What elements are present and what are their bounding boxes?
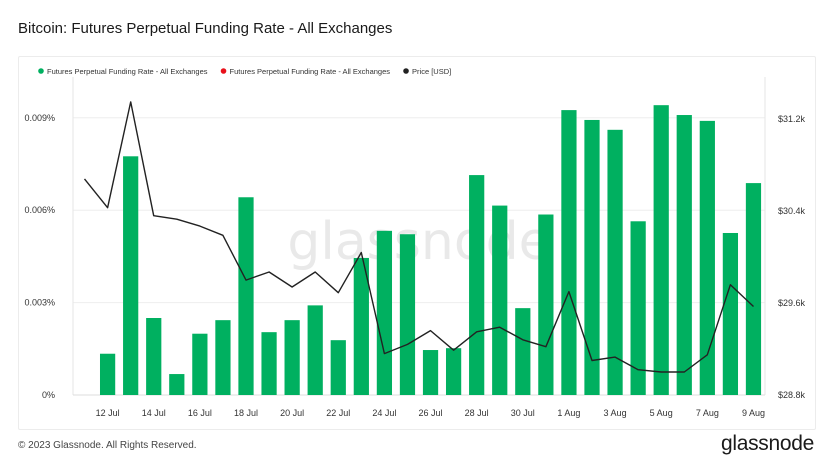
x-tick-label: 1 Aug	[557, 408, 580, 418]
funding-rate-bar	[353, 257, 369, 395]
funding-rate-bar	[99, 353, 116, 395]
legend-marker	[38, 68, 44, 74]
legend-label: Futures Perpetual Funding Rate - All Exc…	[47, 67, 208, 76]
copyright-notice: © 2023 Glassnode. All Rights Reserved.	[18, 440, 197, 451]
x-tick-label: 5 Aug	[650, 408, 673, 418]
legend-label: Price [USD]	[412, 67, 451, 76]
funding-rate-bar	[330, 340, 346, 395]
x-tick-label: 18 Jul	[234, 408, 258, 418]
y-right-tick-label: $28.8k	[778, 390, 806, 400]
x-tick-label: 28 Jul	[465, 408, 489, 418]
x-tick-label: 22 Jul	[326, 408, 350, 418]
x-tick-label: 24 Jul	[372, 408, 396, 418]
funding-rate-bar	[515, 308, 531, 395]
x-tick-label: 16 Jul	[188, 408, 212, 418]
legend-label: Futures Perpetual Funding Rate - All Exc…	[230, 67, 391, 76]
funding-rate-bar	[630, 221, 646, 395]
y-axis-left: 0% 0.003% 0.006% 0.009%	[24, 113, 55, 400]
y-left-tick-label: 0.003%	[24, 298, 55, 308]
funding-rate-bar	[538, 214, 554, 395]
funding-rate-bar	[399, 234, 416, 395]
funding-rate-bar	[238, 197, 254, 395]
y-right-tick-label: $31.2k	[778, 114, 806, 124]
grid-lines	[72, 77, 766, 396]
y-right-tick-label: $29.6k	[778, 298, 806, 308]
x-tick-label: 7 Aug	[696, 408, 719, 418]
funding-rate-bar	[445, 348, 462, 395]
x-tick-label: 20 Jul	[280, 408, 304, 418]
funding-rate-bar	[146, 318, 162, 395]
y-right-tick-label: $30.4k	[778, 206, 806, 216]
funding-rate-bar	[192, 333, 208, 395]
chart-svg: glassnode 0% 0.003% 0.006% 0.009% $28.8k $29…	[24, 67, 806, 418]
x-tick-label: 14 Jul	[142, 408, 166, 418]
x-tick-label: 3 Aug	[604, 408, 627, 418]
chart-title: Bitcoin: Futures Perpetual Funding Rate …	[18, 20, 393, 37]
funding-rate-bar	[653, 105, 669, 395]
funding-rate-bar	[284, 320, 300, 395]
price-line	[83, 101, 754, 373]
funding-rate-bar	[169, 374, 185, 395]
x-axis: 12 Jul 14 Jul 16 Jul 18 Jul 20 Jul 22 Jul 24 J…	[96, 408, 765, 418]
funding-rate-bar	[722, 232, 739, 395]
y-left-tick-label: 0%	[42, 390, 55, 400]
bars	[99, 105, 762, 396]
funding-rate-bar	[469, 175, 485, 395]
y-left-tick-label: 0.009%	[24, 113, 55, 123]
funding-rate-bar	[745, 183, 762, 395]
funding-rate-bar	[561, 110, 577, 395]
y-axis-right: $28.8k $29.6k $30.4k $31.2k	[778, 114, 806, 400]
x-tick-label: 26 Jul	[419, 408, 443, 418]
funding-rate-bar	[123, 156, 139, 395]
watermark: glassnode	[287, 212, 550, 272]
legend: Futures Perpetual Funding Rate - All Exc…	[38, 67, 451, 76]
funding-rate-bar	[422, 350, 439, 395]
x-tick-label: 12 Jul	[96, 408, 120, 418]
funding-rate-bar	[607, 129, 623, 395]
funding-rate-bar	[492, 205, 508, 395]
chart-panel: glassnode 0% 0.003% 0.006% 0.009% $28.8k $29…	[18, 56, 816, 430]
funding-rate-bar	[376, 230, 393, 395]
y-left-tick-label: 0.006%	[24, 205, 55, 215]
legend-marker	[220, 68, 227, 74]
legend-marker	[403, 68, 409, 74]
brand-logo: glassnode	[720, 432, 814, 455]
funding-rate-bar	[676, 115, 692, 395]
funding-rate-bar	[261, 332, 277, 395]
funding-rate-bar	[699, 120, 715, 395]
price-series-line	[83, 101, 754, 373]
x-tick-label: 30 Jul	[511, 408, 535, 418]
funding-rate-bar	[215, 320, 231, 395]
x-tick-label: 9 Aug	[742, 408, 765, 418]
funding-rate-bar	[584, 119, 600, 396]
funding-rate-bar	[307, 305, 323, 395]
